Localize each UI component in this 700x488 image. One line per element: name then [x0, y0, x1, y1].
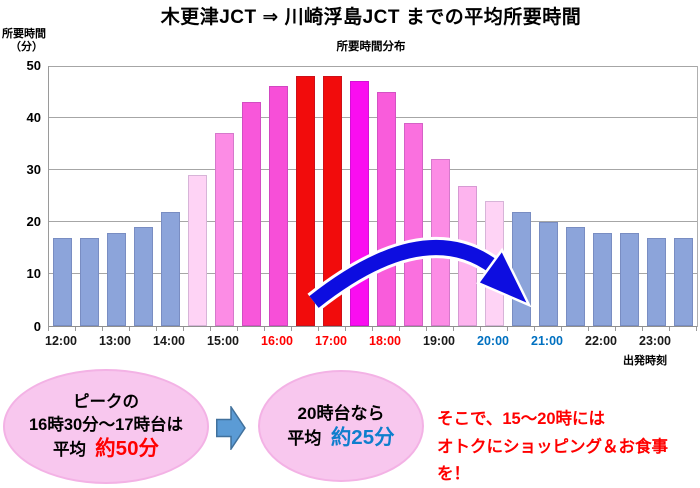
right-block-arrow — [216, 406, 246, 450]
x-axis-tick — [345, 326, 346, 331]
peak-bubble-line2: 16時30分～17時台は — [28, 416, 184, 434]
x-axis-tick — [642, 326, 643, 331]
x-axis-tick — [696, 326, 697, 331]
page-title: 木更津JCT ⇒ 川崎浮島JCT までの平均所要時間 — [160, 7, 582, 28]
x-axis-tick — [102, 326, 103, 331]
x-axis-tick — [588, 326, 589, 331]
x-axis-tick — [318, 326, 319, 331]
x-axis-tick — [480, 326, 481, 331]
bar-1300 — [106, 232, 126, 327]
bar-2330 — [673, 237, 693, 327]
y-axis-unit-label: 所要時間 （分） — [2, 28, 62, 54]
x-axis-tick — [129, 326, 130, 331]
peak-bubble-line3: 平均 約50分 — [53, 437, 159, 462]
x-tick-label-2300: 23:00 — [639, 334, 671, 348]
x-tick-label-1600: 16:00 — [261, 334, 293, 348]
bar-1400 — [160, 211, 180, 327]
bar-2300 — [646, 237, 666, 327]
bar-1430 — [187, 175, 207, 327]
peak-bubble: ピークの 16時30分～17時台は 平均 約50分 — [3, 369, 209, 484]
x-tick-label-1400: 14:00 — [153, 334, 185, 348]
promo-line2: オトクにショッピング＆お食事を！ — [437, 437, 668, 484]
peak-bubble-line1: ピークの — [73, 393, 139, 411]
bar-2100 — [538, 222, 558, 327]
gridline-40 — [48, 116, 697, 118]
x-axis-tick-labels: 12:00 13:00 14:00 15:00 16:00 17:00 18:00 19:00… — [0, 334, 700, 350]
promo-line1: そこで、15～20時には — [437, 410, 606, 428]
bar-2230 — [619, 232, 639, 327]
x-axis-tick — [534, 326, 535, 331]
bar-2030 — [511, 211, 531, 327]
x-axis-tick — [399, 326, 400, 331]
peak-average-value: 約50分 — [95, 437, 159, 460]
y-tick-label-30: 30 — [26, 161, 41, 177]
y-axis-unit-line2: （分） — [10, 41, 43, 53]
x-tick-label-2200: 22:00 — [585, 334, 617, 348]
x-tick-label-2000: 20:00 — [477, 334, 509, 348]
bar-1800 — [376, 91, 396, 327]
promo-text: そこで、15～20時には オトクにショッピング＆お食事を！ さらに運転時間を短縮… — [437, 406, 699, 488]
x-axis-tick — [615, 326, 616, 331]
x-axis-tick — [183, 326, 184, 331]
evening-average-value: 約25分 — [330, 425, 395, 449]
x-axis-tick — [156, 326, 157, 331]
y-tick-label-50: 50 — [26, 57, 41, 73]
y-tick-label-20: 20 — [26, 214, 41, 230]
x-axis-tick — [426, 326, 427, 331]
x-tick-label-2100: 21:00 — [531, 334, 563, 348]
bar-1830 — [403, 122, 423, 327]
y-tick-label-0: 0 — [33, 318, 41, 334]
x-tick-label-1700: 17:00 — [315, 334, 347, 348]
y-axis-unit-line1: 所要時間 — [2, 28, 46, 40]
peak-average-prefix: 平均 — [53, 441, 86, 459]
x-tick-label-1800: 18:00 — [369, 334, 401, 348]
x-axis-tick — [669, 326, 670, 331]
bar-2130 — [565, 227, 585, 327]
evening-average-prefix: 平均 — [287, 428, 322, 448]
x-axis-tick — [291, 326, 292, 331]
gridline-20 — [48, 221, 697, 223]
x-tick-label-1200: 12:00 — [45, 334, 77, 348]
chart-subtitle: 所要時間分布 — [336, 41, 406, 53]
bar-2200 — [592, 232, 612, 327]
x-axis-tick — [453, 326, 454, 331]
evening-bubble-line2: 平均 約25分 — [287, 426, 394, 451]
bar-1530 — [241, 102, 261, 327]
x-axis-tick — [75, 326, 76, 331]
bar-1700 — [322, 75, 342, 327]
bar-2000 — [484, 201, 504, 327]
bar-1930 — [457, 185, 477, 327]
bar-1230 — [79, 237, 99, 327]
x-tick-label-1300: 13:00 — [99, 334, 131, 348]
gridline-30 — [48, 168, 697, 170]
y-axis-tick-labels: 0 10 20 30 40 50 — [0, 58, 41, 334]
x-axis-tick — [48, 326, 49, 331]
bar-1730 — [349, 81, 369, 327]
bar-1500 — [214, 133, 234, 327]
evening-bubble: 20時台なら 平均 約25分 — [258, 370, 424, 482]
x-axis-tick — [372, 326, 373, 331]
bar-1630 — [295, 75, 315, 327]
x-tick-label-1900: 19:00 — [423, 334, 455, 348]
x-axis-tick — [237, 326, 238, 331]
x-axis-tick — [507, 326, 508, 331]
gridline-50 — [48, 65, 697, 67]
x-axis-tick — [210, 326, 211, 331]
y-tick-label-10: 10 — [26, 266, 41, 282]
bar-1330 — [133, 227, 153, 327]
y-tick-label-40: 40 — [26, 109, 41, 125]
evening-bubble-line1: 20時台なら — [297, 403, 385, 423]
x-axis-tick — [561, 326, 562, 331]
gridline-0 — [48, 325, 697, 327]
bar-1600 — [268, 86, 288, 327]
x-axis-title: 出発時刻 — [623, 355, 667, 367]
bar-1200 — [52, 237, 72, 327]
x-axis-tick — [264, 326, 265, 331]
bar-1900 — [430, 159, 450, 327]
plot-area — [47, 65, 698, 331]
x-tick-label-1500: 15:00 — [207, 334, 239, 348]
